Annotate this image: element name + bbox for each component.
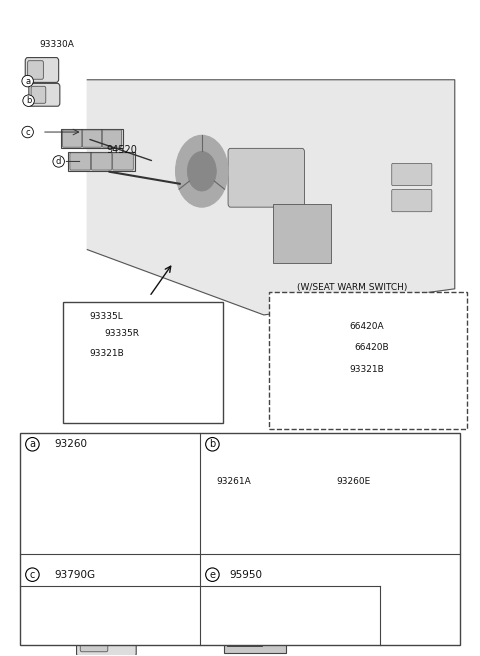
Text: 95950: 95950 (229, 569, 262, 580)
Text: 93321B: 93321B (90, 349, 124, 358)
FancyBboxPatch shape (392, 190, 432, 212)
Text: b: b (209, 440, 216, 449)
Text: 93260E: 93260E (336, 477, 371, 486)
Bar (21, 432, 459, 645)
FancyBboxPatch shape (245, 506, 270, 535)
FancyBboxPatch shape (331, 506, 355, 535)
Text: 93310D: 93310D (118, 304, 156, 314)
Text: a: a (25, 77, 30, 85)
FancyBboxPatch shape (76, 504, 105, 537)
FancyBboxPatch shape (303, 334, 334, 361)
FancyBboxPatch shape (169, 329, 201, 356)
FancyBboxPatch shape (157, 354, 178, 372)
FancyBboxPatch shape (301, 310, 332, 342)
Text: e: e (209, 569, 216, 580)
FancyBboxPatch shape (220, 506, 245, 535)
FancyBboxPatch shape (294, 360, 334, 379)
FancyBboxPatch shape (177, 354, 197, 372)
Text: 93335R: 93335R (104, 329, 139, 338)
FancyBboxPatch shape (224, 617, 287, 653)
FancyBboxPatch shape (167, 314, 182, 336)
FancyBboxPatch shape (29, 83, 60, 106)
Text: b: b (26, 96, 31, 105)
FancyBboxPatch shape (102, 130, 121, 147)
FancyBboxPatch shape (28, 61, 43, 79)
FancyBboxPatch shape (63, 302, 223, 422)
FancyBboxPatch shape (392, 163, 432, 186)
FancyBboxPatch shape (172, 332, 187, 353)
Text: 93261A: 93261A (216, 477, 251, 486)
FancyBboxPatch shape (106, 504, 135, 537)
Text: 93260: 93260 (54, 440, 87, 449)
Text: d: d (56, 157, 61, 166)
FancyBboxPatch shape (313, 360, 333, 379)
FancyBboxPatch shape (31, 87, 46, 103)
FancyBboxPatch shape (113, 153, 133, 170)
Bar (228, 625, 262, 646)
Text: 93335L: 93335L (90, 312, 123, 321)
Text: c: c (25, 127, 30, 136)
FancyBboxPatch shape (228, 148, 304, 207)
FancyBboxPatch shape (25, 58, 59, 83)
FancyBboxPatch shape (305, 337, 320, 358)
Circle shape (176, 135, 228, 207)
Circle shape (187, 152, 216, 191)
Text: 93790G: 93790G (54, 569, 95, 580)
FancyBboxPatch shape (165, 310, 196, 339)
FancyBboxPatch shape (76, 614, 136, 656)
Text: 93330A: 93330A (39, 40, 74, 49)
FancyBboxPatch shape (80, 619, 108, 652)
Text: 66420A: 66420A (350, 321, 384, 331)
Bar (269, 292, 467, 429)
FancyBboxPatch shape (61, 129, 123, 148)
FancyBboxPatch shape (157, 354, 198, 372)
FancyBboxPatch shape (303, 314, 318, 338)
FancyBboxPatch shape (293, 360, 313, 379)
FancyBboxPatch shape (75, 502, 137, 539)
Text: 94520: 94520 (107, 145, 137, 155)
FancyBboxPatch shape (263, 623, 284, 645)
FancyBboxPatch shape (219, 505, 272, 537)
FancyBboxPatch shape (83, 130, 102, 147)
FancyBboxPatch shape (68, 152, 135, 171)
Text: a: a (29, 440, 36, 449)
Text: 93321B: 93321B (350, 365, 384, 374)
FancyBboxPatch shape (328, 502, 378, 540)
FancyBboxPatch shape (70, 153, 91, 170)
Text: c: c (30, 569, 35, 580)
Polygon shape (87, 80, 455, 315)
FancyBboxPatch shape (62, 130, 82, 147)
Text: 66420B: 66420B (355, 343, 389, 352)
FancyBboxPatch shape (91, 153, 112, 170)
FancyBboxPatch shape (274, 204, 331, 262)
Text: (W/SEAT WARM SWITCH): (W/SEAT WARM SWITCH) (297, 283, 408, 292)
